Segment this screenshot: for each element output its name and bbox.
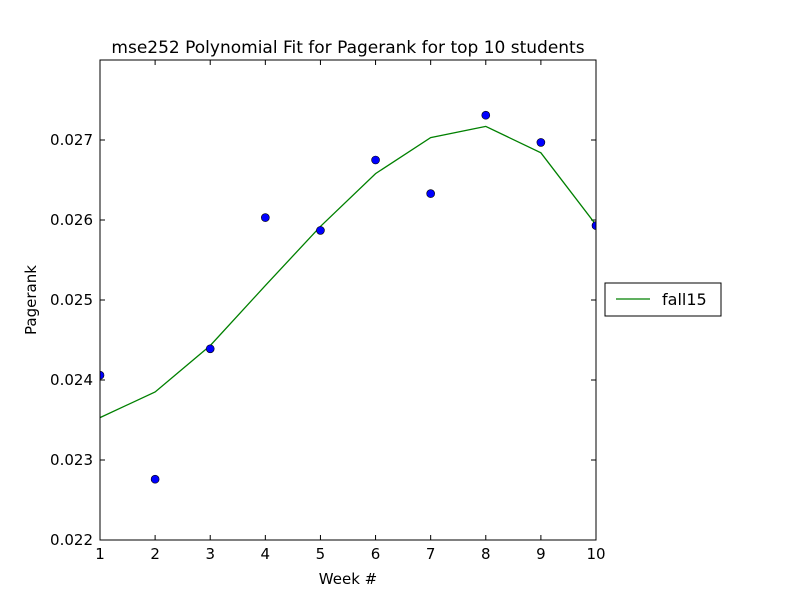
x-tick-label: 2 [150,545,160,563]
x-tick-label: 10 [586,545,605,563]
x-tick-label: 5 [316,545,326,563]
chart-title: mse252 Polynomial Fit for Pagerank for t… [111,38,584,58]
plot-background [100,60,596,540]
series-line-fall15 [100,125,596,419]
data-point [371,155,380,165]
data-point [481,110,491,120]
data-point [150,474,160,484]
y-tick-label: 0.024 [50,371,93,389]
y-tick-label: 0.026 [50,211,93,229]
y-tick-label: 0.023 [50,451,93,469]
data-point [205,344,215,354]
data-point [591,221,596,230]
x-tick-label: 9 [536,545,546,563]
legend: fall15 [604,282,722,317]
x-axis-label: Week # [319,570,377,588]
x-tick-label: 8 [481,545,491,563]
y-tick-label: 0.027 [50,131,93,149]
plot-border [99,59,597,541]
x-tick-label: 1 [95,545,105,563]
y-tick-label: 0.025 [50,291,93,309]
data-point [316,226,325,235]
series-points [100,110,596,484]
data-point [100,370,105,380]
x-tick-label: 7 [426,545,436,563]
x-tick-label: 6 [371,545,381,563]
data-point [536,138,546,147]
legend-label-fall15: fall15 [662,290,707,309]
data-point [426,189,435,198]
plot-frame [99,59,597,541]
y-tick-label: 0.022 [50,531,93,549]
y-axis-label: Pagerank [22,265,40,335]
x-tick-label: 3 [205,545,215,563]
plot-area [100,60,596,540]
series-lines [100,125,596,419]
x-tick-label: 4 [261,545,271,563]
data-point [261,213,270,222]
